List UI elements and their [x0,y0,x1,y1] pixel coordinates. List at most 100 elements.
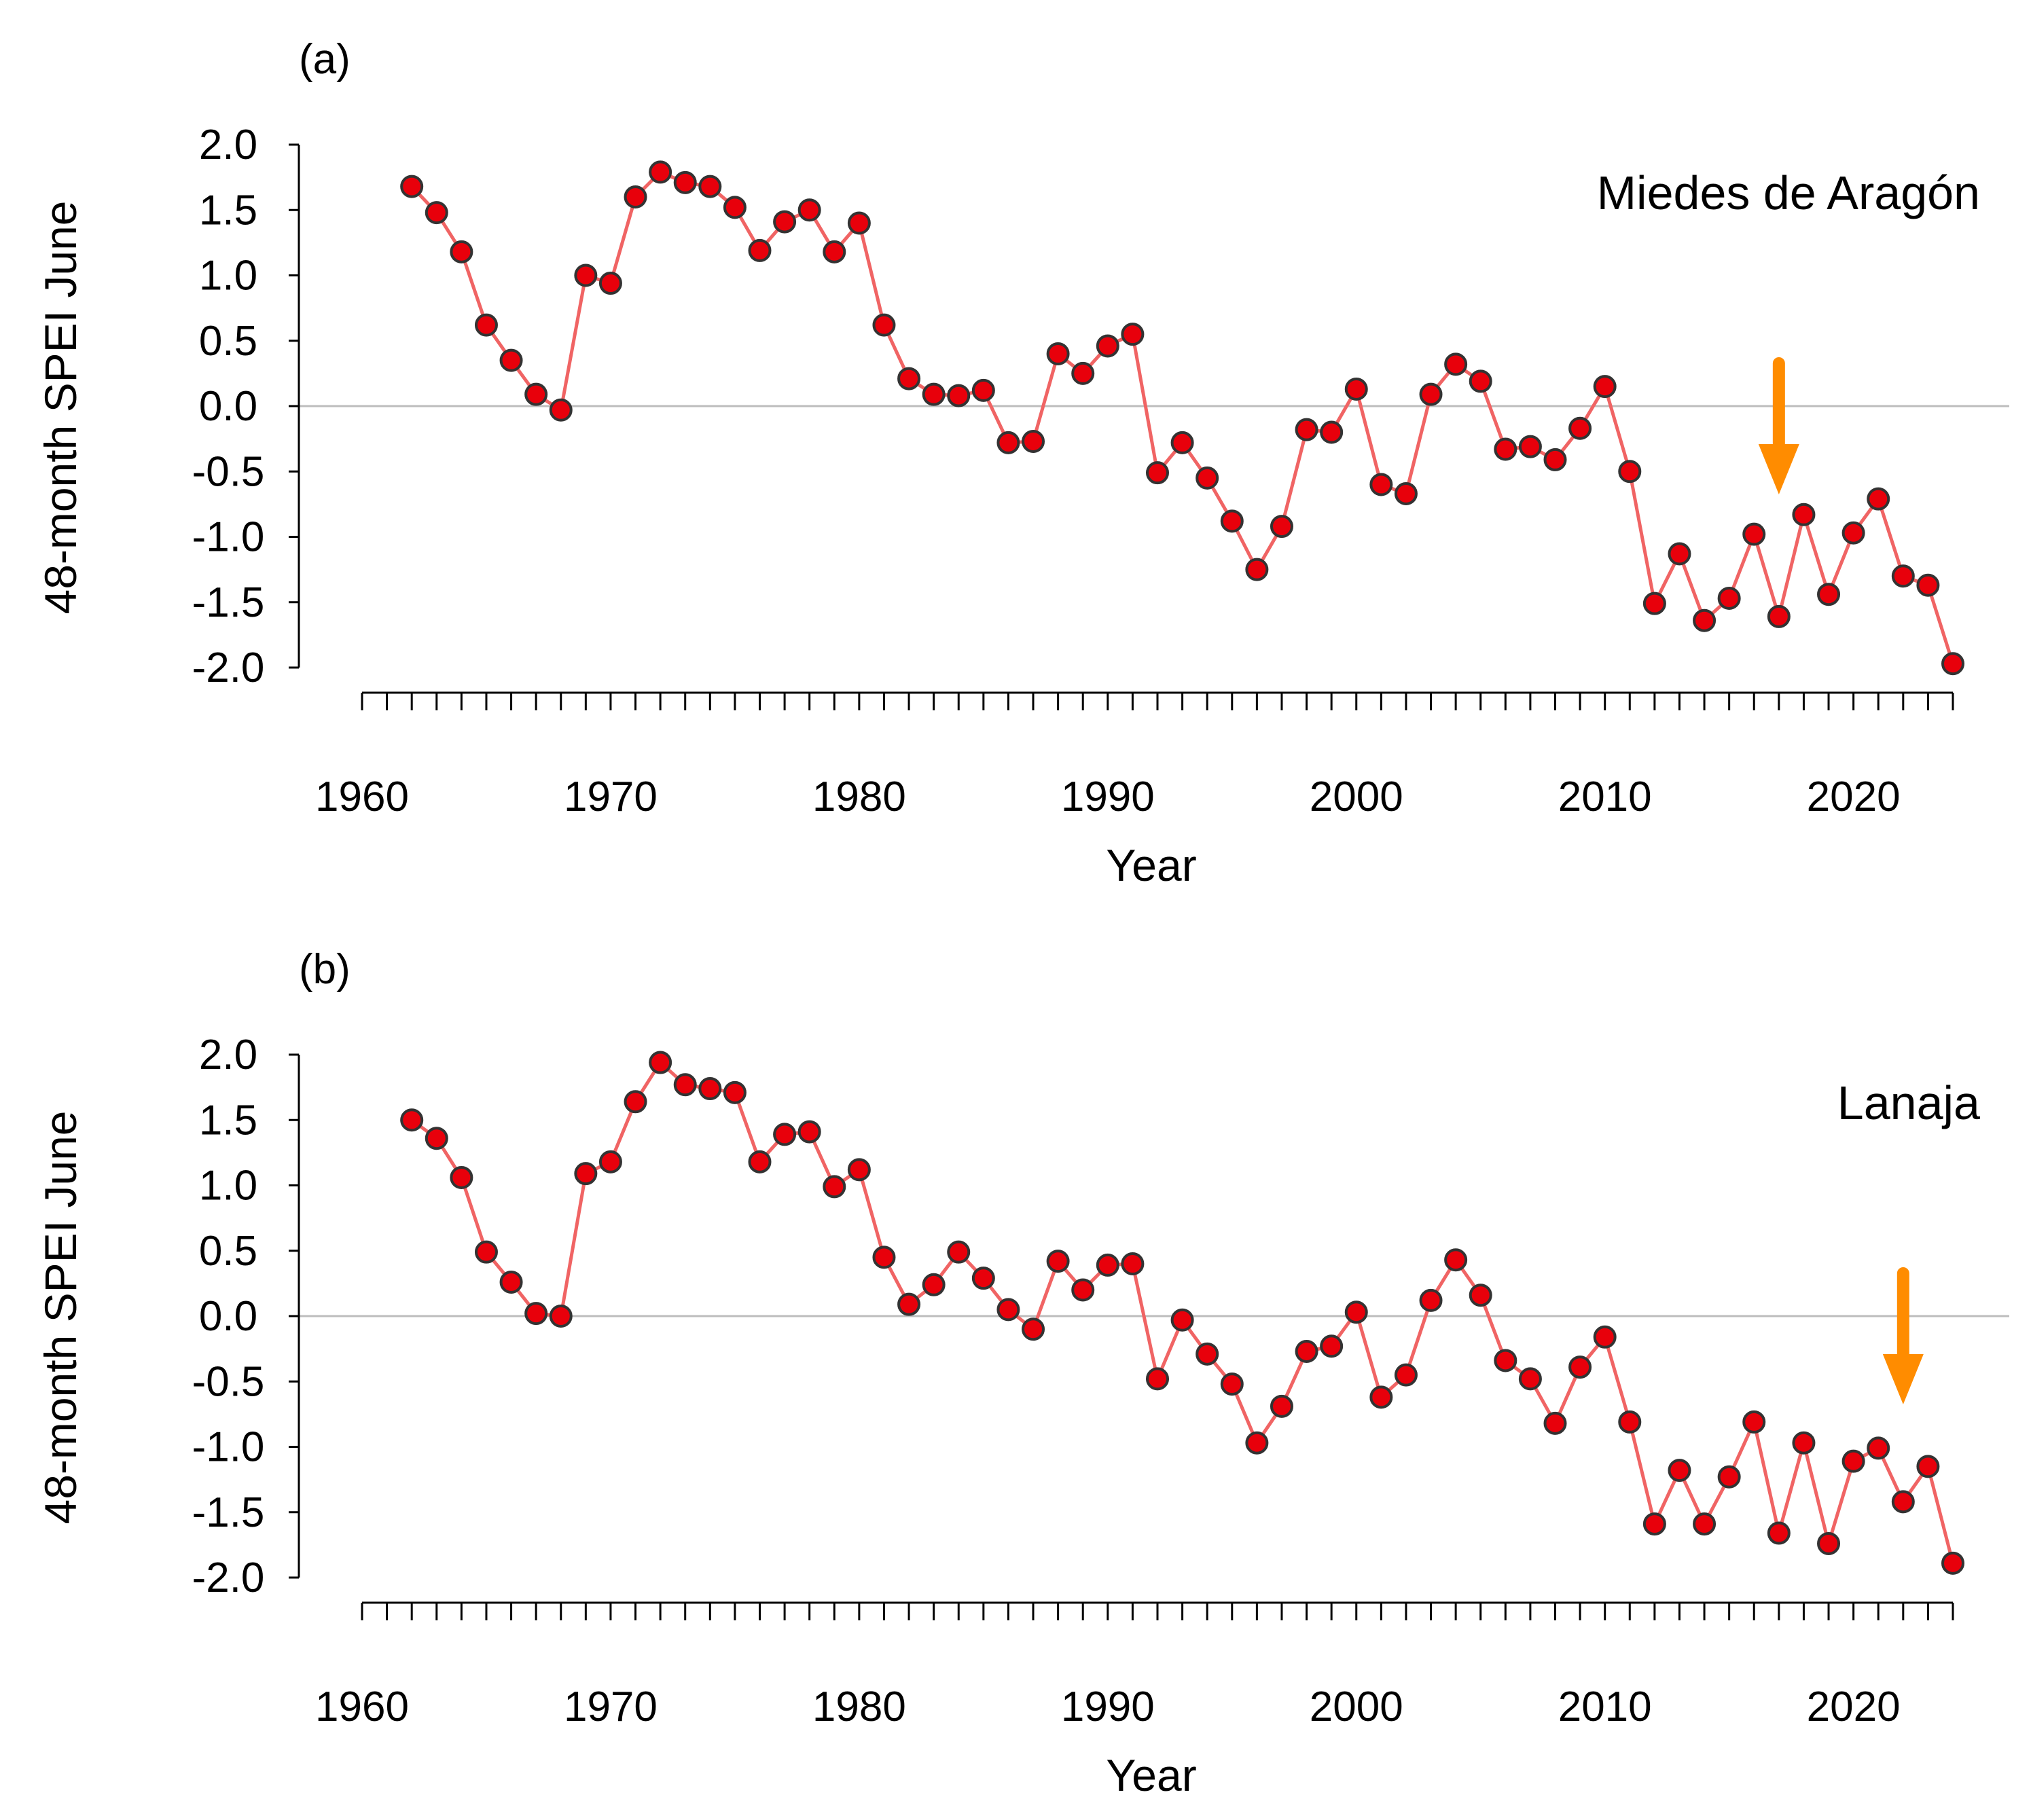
data-point [1046,1250,1070,1273]
data-point [971,378,995,402]
y-tick-label: 0.5 [199,318,257,365]
data-point [474,1240,498,1264]
data-point [1941,1551,1964,1575]
data-point [872,1245,896,1269]
y-tick-label: 1.0 [199,253,257,299]
data-point [1469,369,1492,393]
x-tick-label: 2020 [1807,1684,1901,1730]
data-point [996,431,1020,454]
data-point [872,313,896,337]
data-point [797,1120,821,1144]
data-point [1618,1410,1642,1434]
data-point [1071,1278,1095,1302]
data-point [797,198,821,222]
data-point [1717,586,1741,610]
data-point [400,1108,424,1132]
data-point [823,1175,846,1199]
y-tick-label: -0.5 [192,448,265,495]
data-point [723,1080,747,1104]
y-tick-label: -1.0 [192,514,265,561]
panel-label: (b) [299,946,351,993]
data-point [499,1270,523,1294]
y-axis-title: 48-month SPEI June [35,200,86,614]
y-tick-label: -0.5 [192,1358,265,1405]
data-point [1121,323,1145,346]
data-point [1817,583,1841,606]
data-point [673,170,697,194]
data-point [1444,1248,1468,1272]
data-point [1693,608,1717,632]
data-point [574,1162,598,1186]
data-point [1891,564,1915,588]
panel-b: (b) Lanaja Year 48-month SPEI June -2.0 -… [35,946,2009,1800]
data-point [947,1240,971,1264]
data-point [598,272,622,295]
data-point [1742,1410,1766,1434]
y-tick-label: -1.5 [192,1489,265,1536]
data-point [1444,352,1468,376]
data-point [1891,1490,1915,1514]
data-point [1841,1449,1865,1473]
data-point [574,263,598,287]
x-tick-label: 1980 [812,774,906,820]
x-tick-label: 1990 [1061,774,1155,820]
x-tick-label: 2020 [1807,774,1901,820]
data-point [1841,521,1865,545]
x-tick-label: 1970 [564,1684,658,1730]
x-tick-label: 1980 [812,1684,906,1730]
data-point [1668,542,1691,566]
data-point [425,1127,448,1150]
data-point [1916,1455,1940,1478]
data-point [1668,1459,1691,1482]
x-tick-label: 2010 [1558,774,1652,820]
data-point [698,1077,722,1101]
data-point [1270,515,1293,539]
x-tick-label: 2000 [1310,774,1403,820]
data-point [1642,592,1666,615]
data-point [1295,418,1318,441]
panel-a: (a) Miedes de Aragón Year 48-month SPEI … [35,36,2009,890]
y-tick-label: 0.0 [199,383,257,430]
data-point [1146,461,1169,485]
data-point [598,1150,622,1173]
data-point [1767,1521,1791,1545]
y-tick-label: 0.5 [199,1228,257,1275]
data-point [1220,509,1244,533]
x-tick-label: 1970 [564,774,658,820]
data-point [1593,375,1617,399]
data-point [922,382,946,406]
data-point [1046,342,1070,365]
data-point [1196,1342,1219,1366]
data-point [1146,1367,1169,1391]
data-point [1394,1363,1418,1387]
data-point [1096,334,1119,358]
data-point [1593,1325,1617,1349]
data-point [524,1302,548,1326]
y-tick-label: 1.5 [199,1097,257,1144]
data-point [1867,1436,1890,1460]
panel-label: (a) [299,36,351,83]
data-point [1867,487,1890,511]
y-tick-label: -1.0 [192,1424,265,1471]
data-point [823,240,846,263]
data-point [1170,1308,1194,1332]
y-tick-label: 1.5 [199,187,257,234]
data-point [1469,1284,1492,1307]
site-label: Lanaja [1837,1076,1980,1129]
data-point [1369,473,1393,496]
data-point [499,348,523,372]
data-point [673,1073,697,1097]
y-axis-title: 48-month SPEI June [35,1110,86,1524]
data-point [549,398,573,422]
data-point [1320,1334,1344,1358]
data-point [1717,1465,1741,1489]
data-point [922,1273,946,1296]
data-point [1394,481,1418,505]
data-point [425,201,448,225]
x-axis-title: Year [1106,840,1196,890]
data-point [450,240,473,263]
data-point [624,185,647,208]
data-point [1121,1252,1145,1275]
y-tick-label: -2.0 [192,644,265,691]
